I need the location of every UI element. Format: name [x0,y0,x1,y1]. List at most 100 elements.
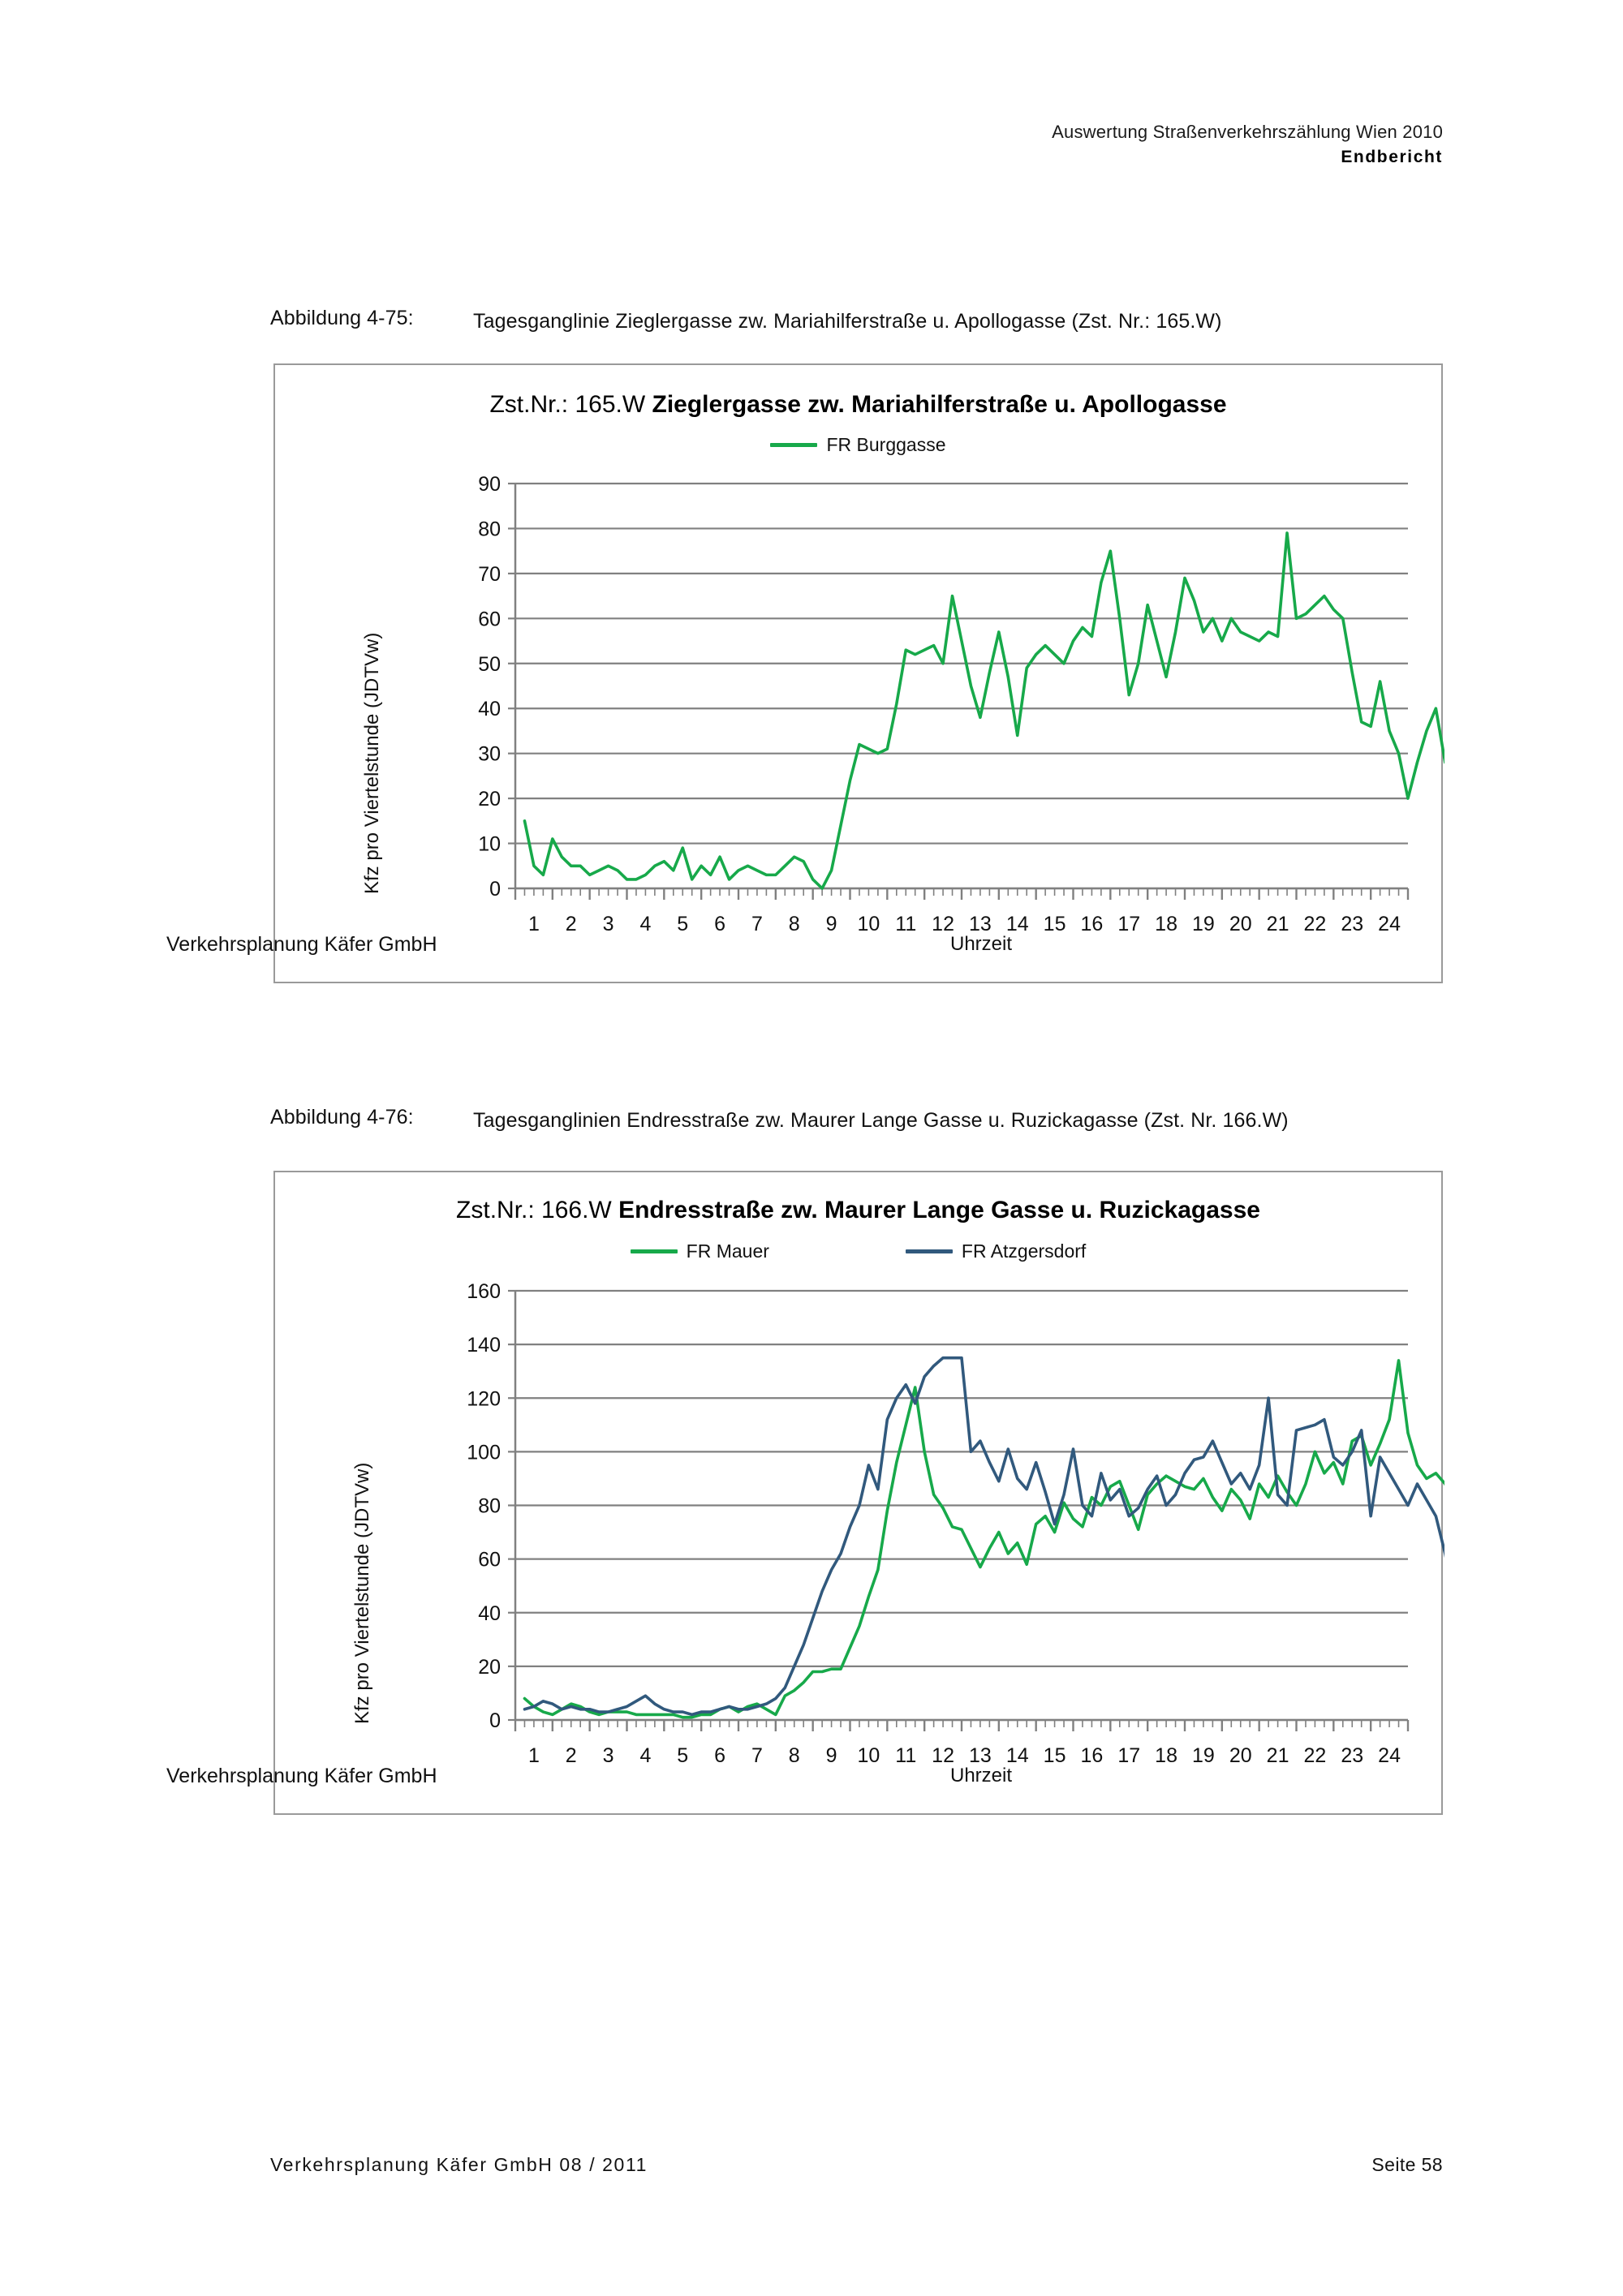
figure-caption-text-1: Tagesganglinie Zieglergasse zw. Mariahil… [473,310,1222,333]
legend-label: FR Burggasse [826,434,946,455]
svg-text:18: 18 [1155,1744,1177,1767]
svg-text:9: 9 [826,913,837,935]
x-axis-title-1: Uhrzeit [950,933,1013,955]
figure-caption-1: Abbildung 4-75: Tagesganglinie Zieglerga… [270,307,1447,336]
svg-text:14: 14 [1006,1744,1029,1767]
report-title: Auswertung Straßenverkehrszählung Wien 2… [1052,122,1443,142]
svg-text:1: 1 [528,913,540,935]
svg-text:160: 160 [467,1280,501,1303]
svg-text:5: 5 [677,1744,688,1767]
page-footer: Verkehrsplanung Käfer GmbH 08 / 2011 Sei… [270,2154,1443,2176]
svg-text:4: 4 [639,1744,651,1767]
legend-label: FR Mauer [686,1240,769,1262]
svg-text:12: 12 [932,913,954,935]
svg-text:20: 20 [478,788,501,810]
chart-title-prefix-2: Zst.Nr.: 166.W [456,1197,619,1223]
svg-text:7: 7 [751,913,763,935]
legend-item-fr-mauer[interactable]: FR Mauer [630,1240,769,1262]
svg-text:23: 23 [1341,913,1363,935]
svg-text:24: 24 [1378,1744,1401,1767]
svg-text:40: 40 [478,698,501,720]
page-header: Auswertung Straßenverkehrszählung Wien 2… [1052,120,1443,169]
svg-text:60: 60 [478,1549,501,1572]
svg-text:0: 0 [489,1709,501,1732]
svg-text:13: 13 [969,913,992,935]
chart-legend-1: FR Burggasse [275,434,1441,456]
chart-container-2: Zst.Nr.: 166.W Endresstraße zw. Maurer L… [166,1171,1444,1815]
svg-text:16: 16 [1081,1744,1104,1767]
legend-label: FR Atzgersdorf [961,1240,1087,1262]
chart-container-1: Zst.Nr.: 165.W Zieglergasse zw. Mariahil… [166,363,1444,983]
svg-text:15: 15 [1044,913,1066,935]
chart-title-2: Zst.Nr.: 166.W Endresstraße zw. Maurer L… [275,1197,1441,1224]
svg-text:19: 19 [1192,1744,1215,1767]
svg-text:11: 11 [895,1744,916,1767]
svg-text:6: 6 [714,1744,725,1767]
svg-text:13: 13 [969,1744,992,1767]
svg-text:80: 80 [478,1495,501,1518]
svg-text:22: 22 [1304,1744,1327,1767]
svg-text:10: 10 [858,1744,880,1767]
svg-text:0: 0 [489,878,501,901]
legend-item-fr-atzgersdorf[interactable]: FR Atzgersdorf [905,1240,1087,1262]
chart-source-note-2: Verkehrsplanung Käfer GmbH [166,1765,437,1787]
chart-title-bold-1: Zieglergasse zw. Mariahilferstraße u. Ap… [652,391,1227,418]
legend-swatch-icon [905,1249,953,1253]
svg-text:20: 20 [1229,913,1252,935]
svg-text:17: 17 [1117,1744,1140,1767]
svg-text:8: 8 [789,1744,800,1767]
legend-swatch-icon [630,1249,678,1253]
svg-text:2: 2 [566,913,577,935]
svg-text:11: 11 [895,913,916,935]
svg-text:120: 120 [467,1387,501,1410]
svg-text:3: 3 [603,913,614,935]
svg-text:10: 10 [858,913,880,935]
footer-company: Verkehrsplanung Käfer GmbH 08 / 2011 [270,2154,648,2175]
svg-text:3: 3 [603,1744,614,1767]
svg-text:14: 14 [1006,913,1029,935]
svg-text:70: 70 [478,563,501,586]
svg-text:40: 40 [478,1602,501,1625]
svg-text:1: 1 [528,1744,540,1767]
svg-text:20: 20 [1229,1744,1252,1767]
svg-text:4: 4 [639,913,651,935]
report-subtitle: Endbericht [1341,147,1443,166]
svg-text:12: 12 [932,1744,954,1767]
chart-title-bold-2: Endresstraße zw. Maurer Lange Gasse u. R… [618,1197,1260,1223]
svg-text:19: 19 [1192,913,1215,935]
svg-text:140: 140 [467,1334,501,1357]
svg-text:23: 23 [1341,1744,1363,1767]
footer-page-number: Seite 58 [1371,2154,1443,2175]
svg-text:100: 100 [467,1441,501,1464]
figure-caption-text-2: Tagesganglinien Endresstraße zw. Maurer … [473,1109,1289,1132]
svg-text:16: 16 [1081,913,1104,935]
svg-text:10: 10 [478,833,501,856]
svg-text:8: 8 [789,913,800,935]
svg-text:2: 2 [566,1744,577,1767]
svg-text:80: 80 [478,518,501,540]
svg-text:21: 21 [1267,913,1289,935]
chart-title-1: Zst.Nr.: 165.W Zieglergasse zw. Mariahil… [275,391,1441,419]
svg-text:17: 17 [1117,913,1140,935]
svg-text:6: 6 [714,913,725,935]
svg-text:60: 60 [478,608,501,630]
svg-text:90: 90 [478,473,501,496]
legend-item-fr-burggasse[interactable]: FR Burggasse [770,434,946,456]
svg-text:7: 7 [751,1744,763,1767]
chart-legend-2: FR Mauer FR Atzgersdorf [275,1240,1441,1262]
figure-label-1: Abbildung 4-75: [270,307,414,329]
figure-caption-2: Abbildung 4-76: Tagesganglinien Endresst… [270,1106,1447,1135]
svg-text:15: 15 [1044,1744,1066,1767]
svg-text:22: 22 [1304,913,1327,935]
legend-swatch-icon [770,443,818,447]
chart-title-prefix-1: Zst.Nr.: 165.W [489,391,652,418]
figure-label-2: Abbildung 4-76: [270,1106,414,1129]
svg-text:20: 20 [478,1656,501,1679]
svg-text:24: 24 [1378,913,1401,935]
svg-text:21: 21 [1267,1744,1289,1767]
svg-text:9: 9 [826,1744,837,1767]
x-axis-title-2: Uhrzeit [950,1765,1013,1786]
chart-source-note-1: Verkehrsplanung Käfer GmbH [166,933,437,956]
